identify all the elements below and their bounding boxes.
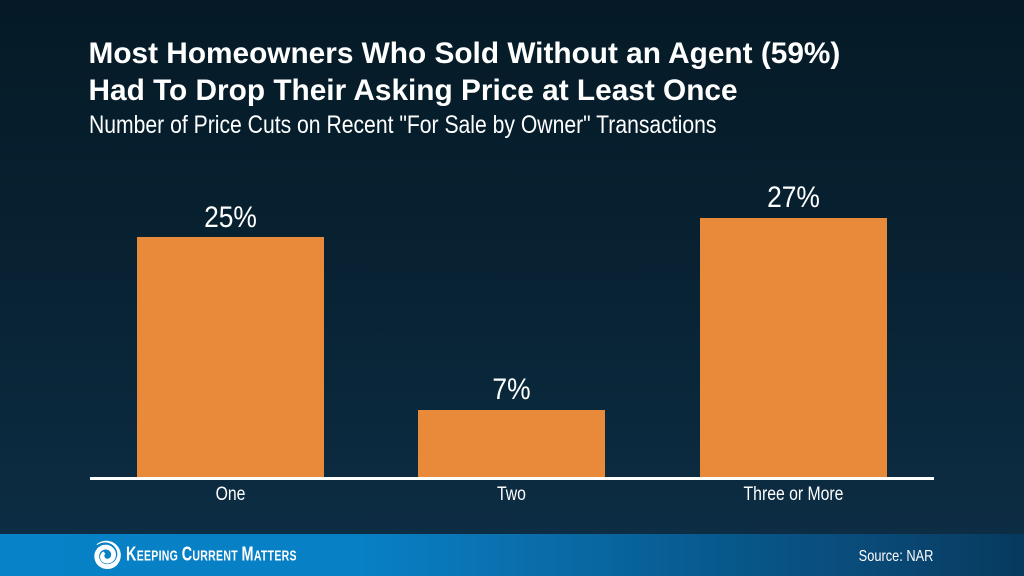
kcm-logo-icon [93,540,121,569]
chart-subtitle: Number of Price Cuts on Recent "For Sale… [88,111,716,139]
bar-chart: 25% One 7% Two 27% Three or More [90,181,934,505]
brand-name: KEEPING CURRENT MATTERS [126,543,297,566]
bar-value-label-two: 7% [492,373,531,407]
chart-title: Most Homeowners Who Sold Without an Agen… [89,35,969,109]
bar-one [137,237,324,477]
chart-title-line2: Had To Drop Their Asking Price at Least … [88,73,738,107]
bar-value-label-one: 25% [204,200,257,234]
bar-three-or-more [700,217,887,477]
source-note: Source: NAR [858,548,933,565]
chart-background: Most Homeowners Who Sold Without an Agen… [0,0,1024,534]
bar-category-label-one: One [215,484,246,505]
chart-title-line1: Most Homeowners Who Sold Without an Agen… [88,36,841,70]
bar-two [418,409,605,477]
bar-category-label-three-or-more: Three or More [743,484,844,505]
x-axis-line [90,477,934,480]
footer-bar: KEEPING CURRENT MATTERS Source: NAR [0,534,1024,576]
brand: KEEPING CURRENT MATTERS [0,534,1024,576]
bar-value-label-three-or-more: 27% [767,181,820,215]
bar-category-label-two: Two [497,484,526,505]
